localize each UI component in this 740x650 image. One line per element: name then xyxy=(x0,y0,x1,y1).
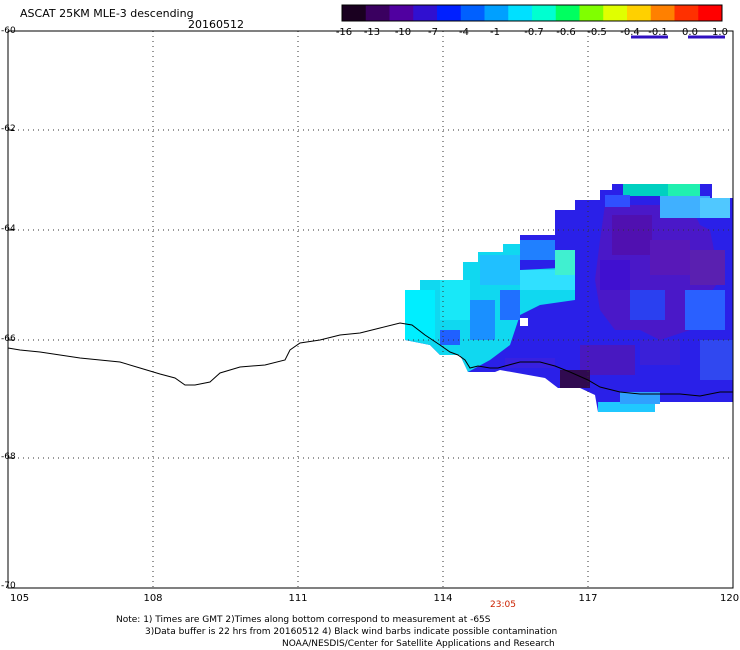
colorbar-label: -1 xyxy=(490,27,500,38)
lon-label: 117 xyxy=(578,593,598,604)
colorbar-segment xyxy=(603,5,628,21)
lon-label: 105 xyxy=(10,593,30,604)
lon-label: 111 xyxy=(288,593,308,604)
colorbar-segment xyxy=(698,5,723,21)
chart-date: 20160512 xyxy=(188,18,244,31)
chart-title: ASCAT 25KM MLE-3 descending xyxy=(20,7,194,20)
colorbar-label: -0.4 xyxy=(620,27,640,38)
colorbar-frame xyxy=(341,4,723,22)
colorbar-segment xyxy=(674,5,699,21)
colorbar-segment xyxy=(508,5,533,21)
lat-label: -62 xyxy=(1,124,16,134)
colorbar-label: -7 xyxy=(428,27,438,38)
colorbar-segment xyxy=(365,5,390,21)
graticule xyxy=(8,31,733,588)
colorbar-label: 1.0 xyxy=(712,27,728,38)
map-frame xyxy=(7,30,734,589)
colorbar-label: -13 xyxy=(363,27,381,38)
note-line: NOAA/NESDIS/Center for Satellite Applica… xyxy=(282,639,555,649)
colorbar-label: 0.0 xyxy=(682,27,698,38)
colorbar-segment xyxy=(579,5,604,21)
colorbar-segment xyxy=(484,5,509,21)
lat-label: -66 xyxy=(1,334,16,344)
lon-label: 114 xyxy=(433,593,453,604)
note-line: 3)Data buffer is 22 hrs from 20160512 4)… xyxy=(145,627,558,637)
colorbar-segment xyxy=(437,5,462,21)
lon-label: 108 xyxy=(143,593,163,604)
lat-label: -70 xyxy=(1,581,16,591)
colorbar xyxy=(342,5,723,21)
colorbar-segment xyxy=(650,5,675,21)
colorbar-label: -16 xyxy=(335,27,353,38)
colorbar-label: -0.6 xyxy=(556,27,576,38)
colorbar-segment xyxy=(460,5,485,21)
wind-data-swath xyxy=(405,184,733,412)
coastline xyxy=(7,322,733,397)
lat-label: -68 xyxy=(1,452,16,462)
colorbar-segment xyxy=(555,5,580,21)
colorbar-segment xyxy=(532,5,557,21)
colorbar-label: -0.5 xyxy=(587,27,607,38)
lon-label: 120 xyxy=(720,593,740,604)
colorbar-segment xyxy=(342,5,367,21)
colorbar-label: -0.7 xyxy=(524,27,544,38)
time-label: 23:05 xyxy=(490,600,516,610)
colorbar-label: -4 xyxy=(459,27,469,38)
colorbar-segment xyxy=(413,5,438,21)
colorbar-label: -10 xyxy=(394,27,412,38)
note-line: Note: 1) Times are GMT 2)Times along bot… xyxy=(116,615,491,625)
lat-label: -64 xyxy=(1,224,16,234)
lat-label: -60 xyxy=(1,26,16,36)
colorbar-segment xyxy=(627,5,652,21)
colorbar-label: -0.1 xyxy=(648,27,668,38)
lat-ticks xyxy=(8,129,14,459)
colorbar-segment xyxy=(389,5,414,21)
